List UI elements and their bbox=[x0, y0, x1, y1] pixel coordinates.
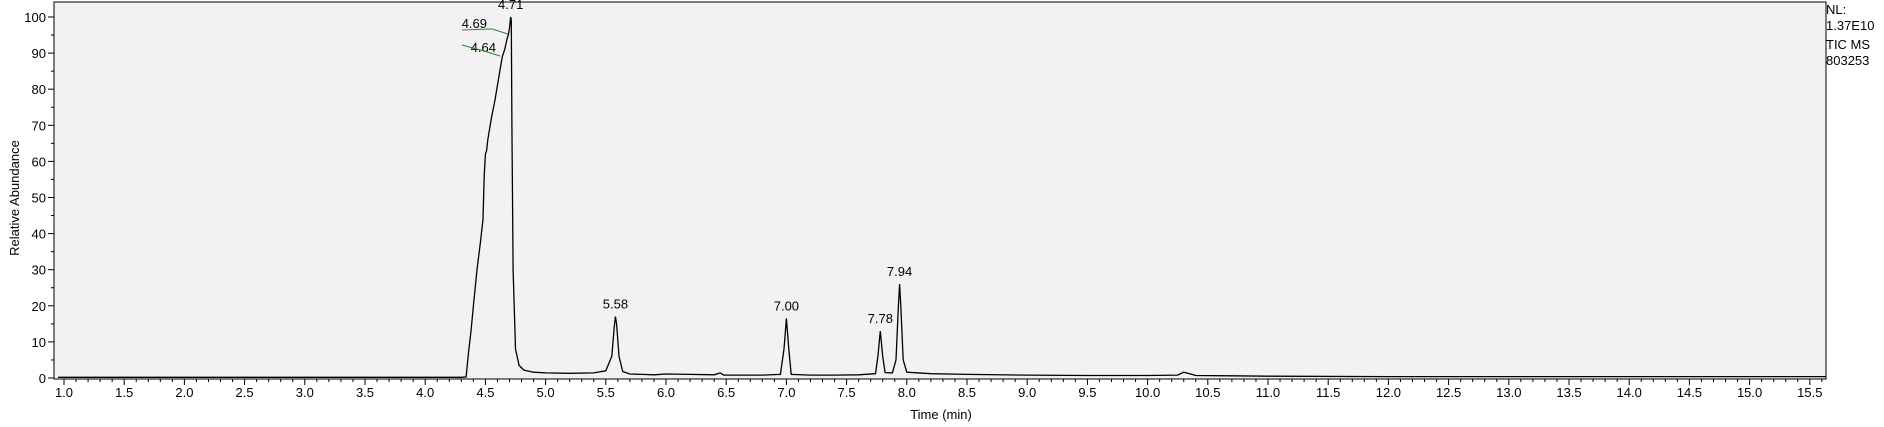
x-tick-label: 5.5 bbox=[597, 385, 615, 400]
x-tick-label: 9.5 bbox=[1078, 385, 1096, 400]
x-tick-label: 5.0 bbox=[537, 385, 555, 400]
peak-label: 4.71 bbox=[498, 0, 523, 12]
x-tick-label: 9.0 bbox=[1018, 385, 1036, 400]
x-tick-label: 13.0 bbox=[1496, 385, 1521, 400]
x-tick-label: 14.0 bbox=[1617, 385, 1642, 400]
nl-value: 1.37E10 bbox=[1826, 18, 1875, 33]
peak-leader-line bbox=[491, 28, 509, 35]
x-tick-label: 3.5 bbox=[356, 385, 374, 400]
x-tick-label: 15.0 bbox=[1737, 385, 1762, 400]
peak-label: 7.78 bbox=[868, 311, 893, 326]
y-axis-title: Relative Abundance bbox=[7, 140, 22, 256]
y-tick-label: 30 bbox=[32, 263, 46, 278]
peak-label: 4.69 bbox=[462, 16, 487, 31]
y-tick-label: 100 bbox=[24, 10, 46, 25]
x-tick-label: 12.5 bbox=[1436, 385, 1461, 400]
x-tick-label: 1.5 bbox=[115, 385, 133, 400]
y-tick-label: 0 bbox=[39, 371, 46, 386]
y-tick-label: 60 bbox=[32, 154, 46, 169]
y-tick-label: 20 bbox=[32, 299, 46, 314]
peak-label: 5.58 bbox=[603, 297, 628, 312]
nl-label: NL: bbox=[1826, 2, 1847, 17]
file-id: 803253 bbox=[1826, 53, 1870, 68]
x-tick-label: 8.5 bbox=[958, 385, 976, 400]
peak-annotations: 4.71 4.69 4.64 5.58 7.00 7.78 7.94 bbox=[462, 0, 913, 326]
x-tick-label: 12.0 bbox=[1376, 385, 1401, 400]
x-axis-title: Time (min) bbox=[910, 407, 972, 422]
peak-leader-line bbox=[483, 50, 501, 57]
y-tick-label: 50 bbox=[32, 191, 46, 206]
x-tick-label: 6.0 bbox=[657, 385, 675, 400]
x-tick-label: 11.5 bbox=[1316, 385, 1340, 400]
x-tick-label: 10.5 bbox=[1195, 385, 1220, 400]
y-tick-label: 90 bbox=[32, 46, 46, 61]
x-tick-label: 7.0 bbox=[777, 385, 795, 400]
peak-leader-line bbox=[461, 44, 485, 52]
x-tick-label: 11.0 bbox=[1256, 385, 1280, 400]
y-tick-label: 10 bbox=[32, 335, 46, 350]
x-tick-label: 4.5 bbox=[476, 385, 494, 400]
peak-leader-line bbox=[461, 28, 493, 31]
peak-label: 7.00 bbox=[774, 298, 799, 313]
x-tick-label: 6.5 bbox=[717, 385, 735, 400]
peak-label: 4.64 bbox=[471, 40, 496, 55]
axis-ticks bbox=[48, 16, 1823, 385]
x-tick-label: 8.0 bbox=[898, 385, 916, 400]
x-tick-label: 2.5 bbox=[236, 385, 254, 400]
scan-filter: TIC MS bbox=[1826, 37, 1871, 52]
x-tick-label: 7.5 bbox=[838, 385, 856, 400]
tick-labels: 1.0 1.5 2.0 2.5 3.0 3.5 4.0 4.5 5.0 5.5 6.0 6.5 7.0 7… bbox=[24, 10, 1822, 400]
x-tick-label: 4.0 bbox=[416, 385, 434, 400]
peak-label: 7.94 bbox=[887, 264, 912, 279]
x-tick-label: 15.5 bbox=[1797, 385, 1822, 400]
x-tick-label: 13.5 bbox=[1556, 385, 1581, 400]
x-tick-label: 2.0 bbox=[175, 385, 193, 400]
y-tick-label: 80 bbox=[32, 82, 46, 97]
y-tick-label: 70 bbox=[32, 118, 46, 133]
tic-trace bbox=[58, 16, 1826, 378]
plot-area bbox=[53, 1, 1827, 380]
x-tick-label: 10.0 bbox=[1135, 385, 1160, 400]
y-tick-label: 40 bbox=[32, 227, 46, 242]
x-tick-label: 3.0 bbox=[296, 385, 314, 400]
x-tick-label: 1.0 bbox=[55, 385, 73, 400]
x-tick-label: 14.5 bbox=[1677, 385, 1702, 400]
